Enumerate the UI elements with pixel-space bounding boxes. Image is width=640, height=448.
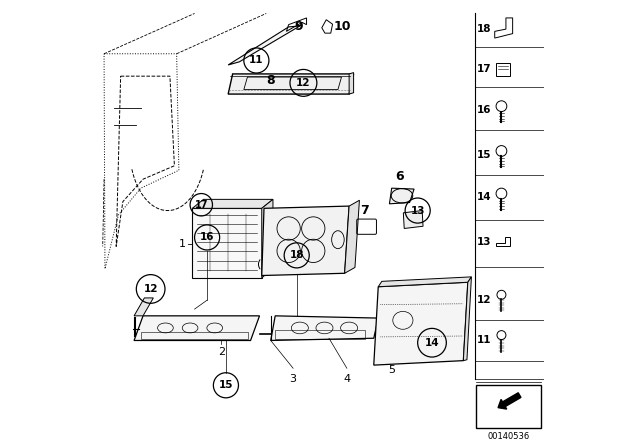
Text: 16: 16: [200, 233, 214, 242]
Text: 14: 14: [425, 338, 439, 348]
Polygon shape: [262, 206, 349, 276]
Polygon shape: [378, 277, 472, 287]
Text: 12: 12: [477, 295, 492, 305]
Polygon shape: [349, 73, 353, 94]
Text: 4: 4: [343, 374, 351, 384]
Text: 3: 3: [290, 374, 296, 384]
Text: 12: 12: [143, 284, 158, 294]
Polygon shape: [262, 199, 273, 278]
Text: 14: 14: [477, 192, 492, 202]
Polygon shape: [345, 200, 360, 273]
Bar: [141, 332, 248, 339]
Polygon shape: [374, 282, 468, 365]
Polygon shape: [228, 26, 300, 65]
Text: 15: 15: [219, 380, 233, 390]
Polygon shape: [134, 316, 260, 340]
Bar: [275, 330, 365, 339]
FancyArrow shape: [498, 393, 521, 409]
Text: 00140536: 00140536: [487, 432, 529, 441]
Text: 12: 12: [296, 78, 310, 88]
Text: 15: 15: [477, 150, 492, 159]
Text: 18: 18: [477, 24, 492, 34]
Text: 17: 17: [195, 200, 208, 210]
Text: 2: 2: [218, 347, 225, 357]
Text: 6: 6: [396, 170, 404, 183]
Text: 17: 17: [477, 65, 492, 74]
Text: 11: 11: [249, 56, 264, 65]
Text: 9: 9: [295, 20, 303, 34]
Text: 5: 5: [388, 365, 395, 375]
Text: 7: 7: [360, 204, 369, 217]
Polygon shape: [228, 74, 353, 94]
Text: 8: 8: [266, 74, 275, 87]
Polygon shape: [403, 211, 423, 228]
Polygon shape: [192, 208, 262, 278]
Bar: [476, 385, 541, 428]
Polygon shape: [134, 298, 154, 316]
Polygon shape: [463, 277, 472, 361]
Text: 13: 13: [410, 206, 425, 215]
Polygon shape: [192, 199, 273, 208]
Text: 11: 11: [477, 336, 492, 345]
Text: 10: 10: [333, 20, 351, 34]
Text: 13: 13: [477, 237, 492, 247]
Text: 16: 16: [477, 105, 492, 115]
Polygon shape: [271, 316, 378, 340]
Text: 18: 18: [289, 250, 304, 260]
Text: 1: 1: [179, 239, 186, 249]
Polygon shape: [389, 188, 414, 204]
